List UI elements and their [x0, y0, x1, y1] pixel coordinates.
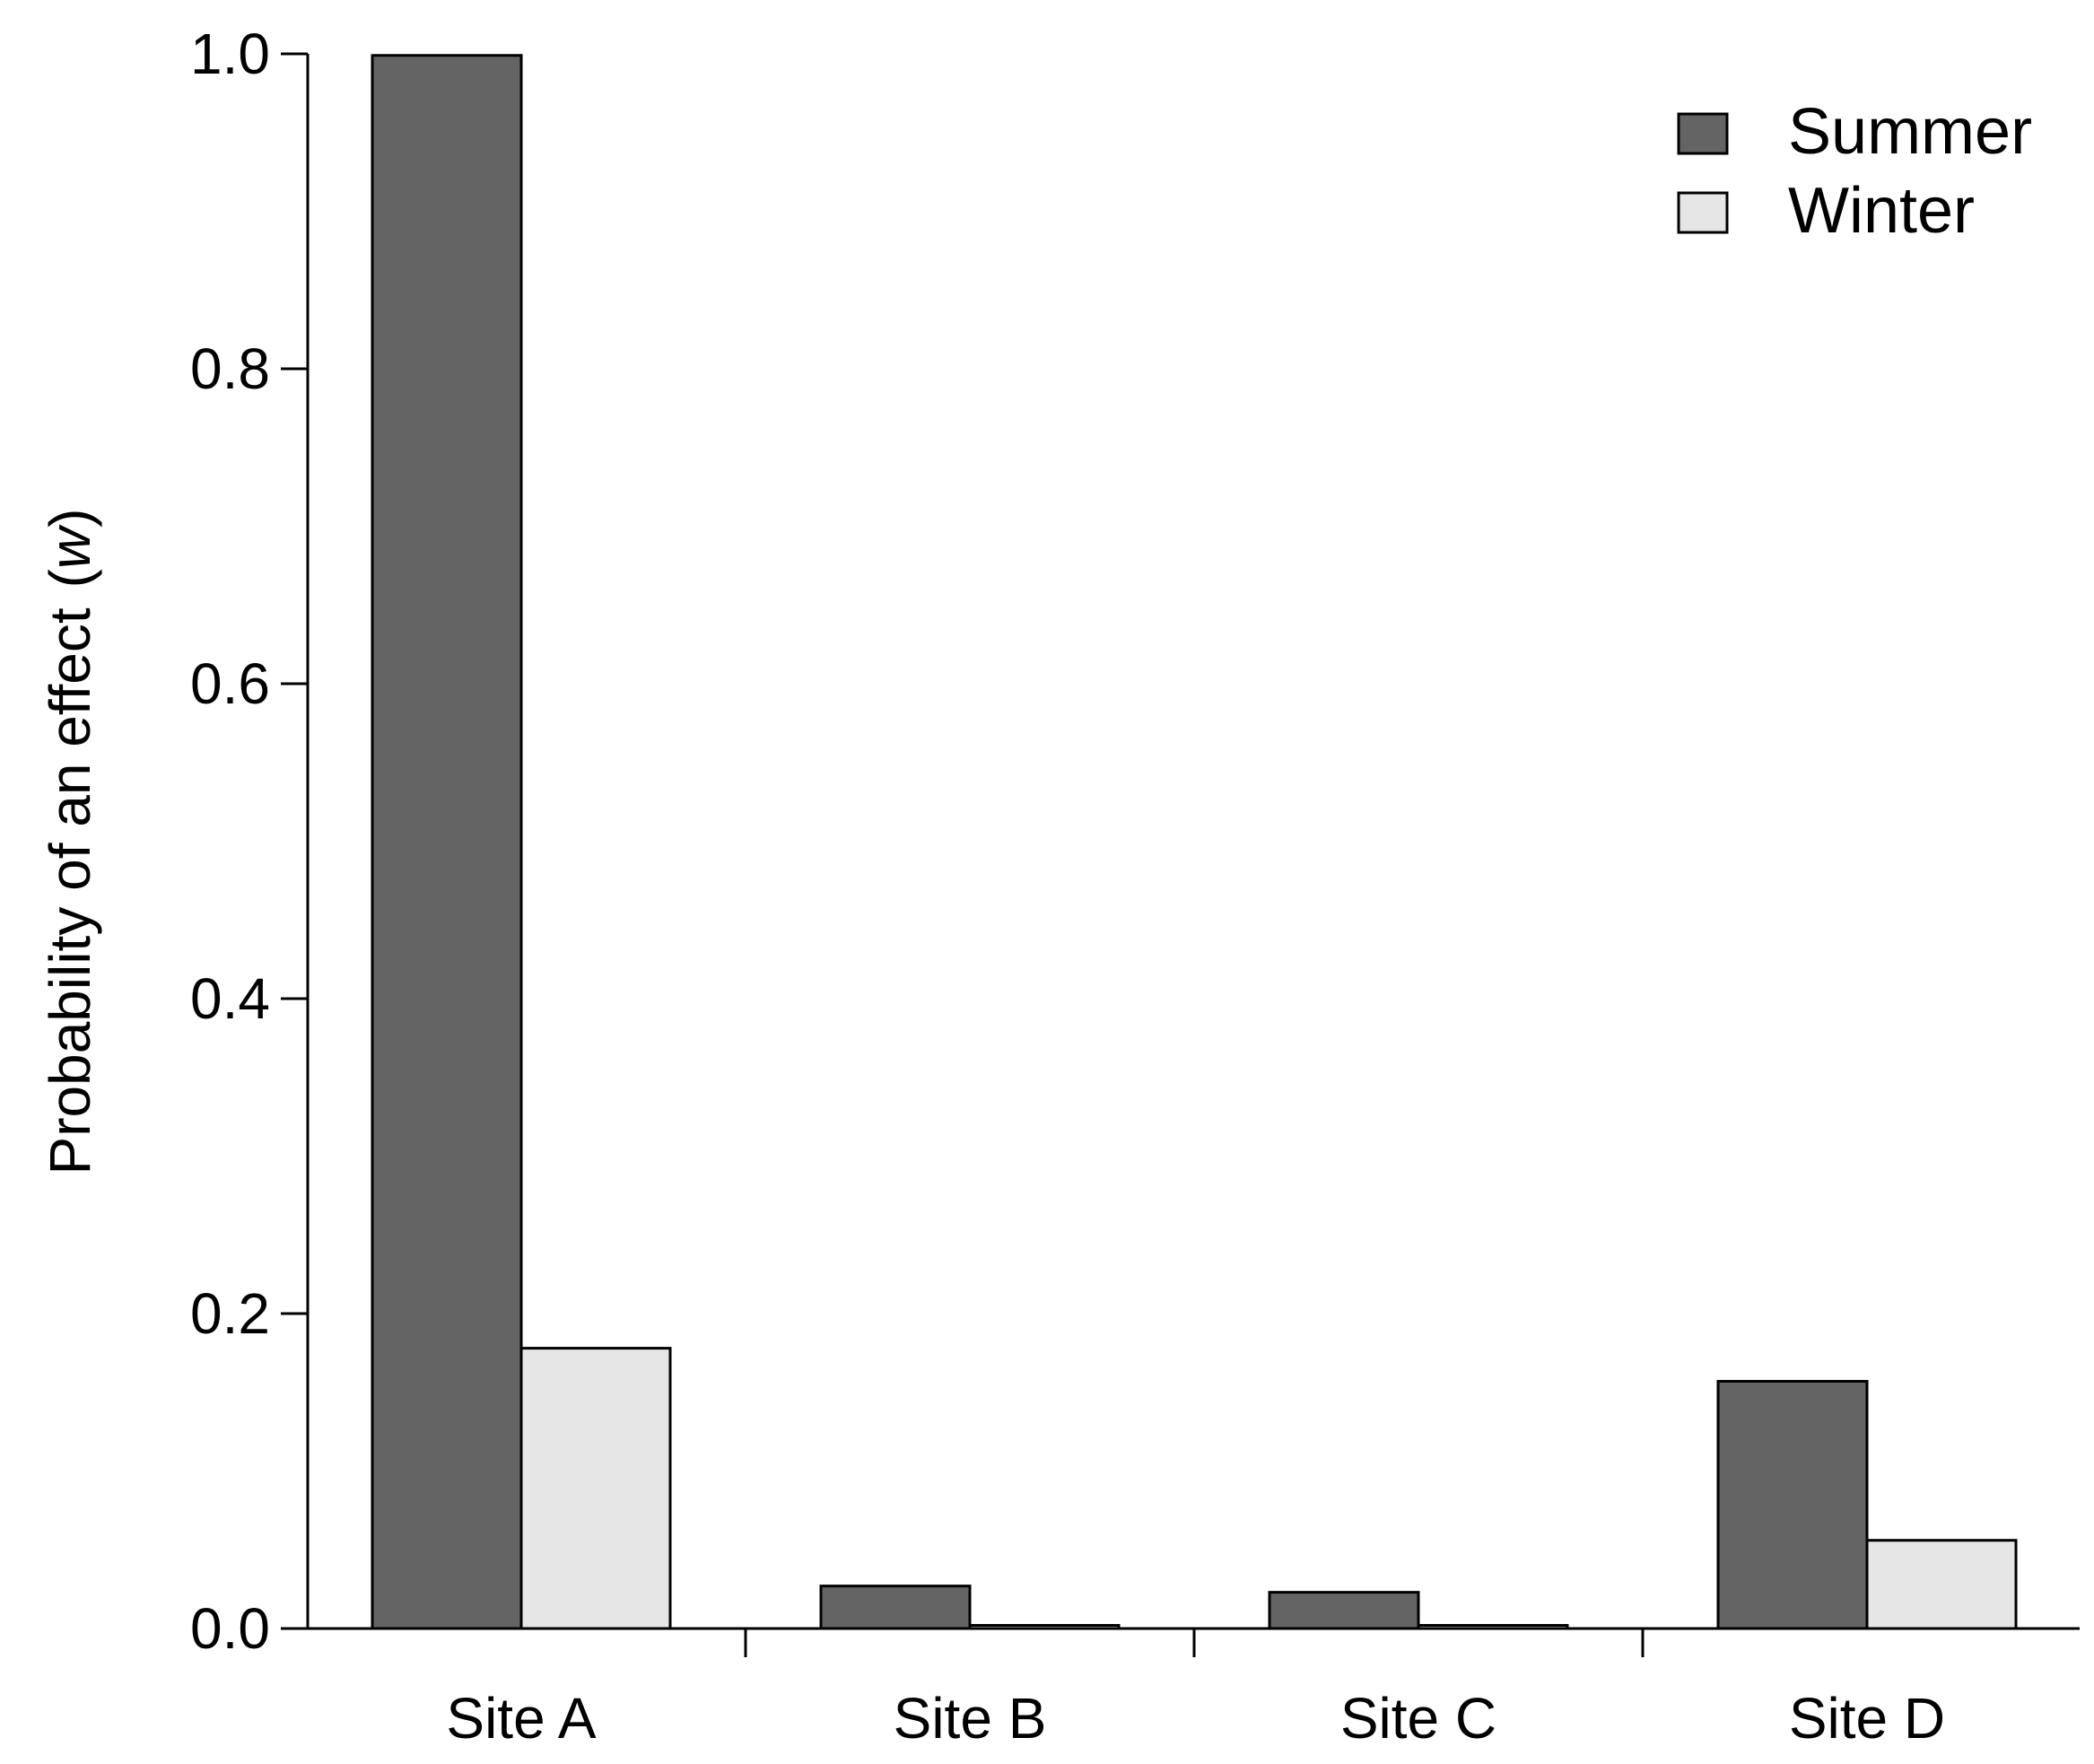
y-tick-label: 0.4: [190, 966, 270, 1031]
y-tick-label: 0.8: [190, 336, 270, 401]
x-axis: Site A Site B Site C Site D: [308, 1627, 2080, 1751]
y-tick-label: 1.0: [190, 22, 270, 86]
bar-summer-site-b: [819, 1585, 972, 1630]
y-axis-title-open-paren: (: [38, 569, 102, 588]
legend-label-winter: Winter: [1788, 175, 1975, 247]
bar-summer-site-c: [1268, 1591, 1420, 1630]
bar-winter-site-a: [519, 1347, 672, 1630]
bar-winter-site-d: [1865, 1539, 2018, 1630]
bar-summer-site-d: [1716, 1379, 1869, 1630]
x-category-label: Site A: [446, 1686, 597, 1751]
y-tick-label: 0.2: [190, 1281, 270, 1346]
bar-summer-site-a: [371, 54, 523, 1630]
legend-swatch-winter: [1677, 191, 1729, 234]
x-category-label: Site C: [1340, 1686, 1496, 1751]
bars-group: [371, 54, 2018, 1630]
x-category-label: Site B: [894, 1686, 1047, 1751]
y-axis-title-close-paren: ): [38, 509, 102, 528]
x-category-label: Site D: [1789, 1686, 1945, 1751]
y-axis-title: Probability of an effect (w): [38, 509, 102, 1175]
y-tick-label: 0.0: [190, 1596, 270, 1661]
legend-label-summer: Summer: [1788, 96, 2032, 168]
y-tick-label: 0.6: [190, 651, 270, 716]
y-axis: 0.0 0.2 0.4 0.6 0.8 1.0: [190, 22, 310, 1661]
y-axis-title-main: Probability of an effect: [38, 607, 102, 1175]
y-axis-title-symbol: w: [38, 524, 102, 569]
legend-swatch-summer: [1677, 112, 1729, 155]
